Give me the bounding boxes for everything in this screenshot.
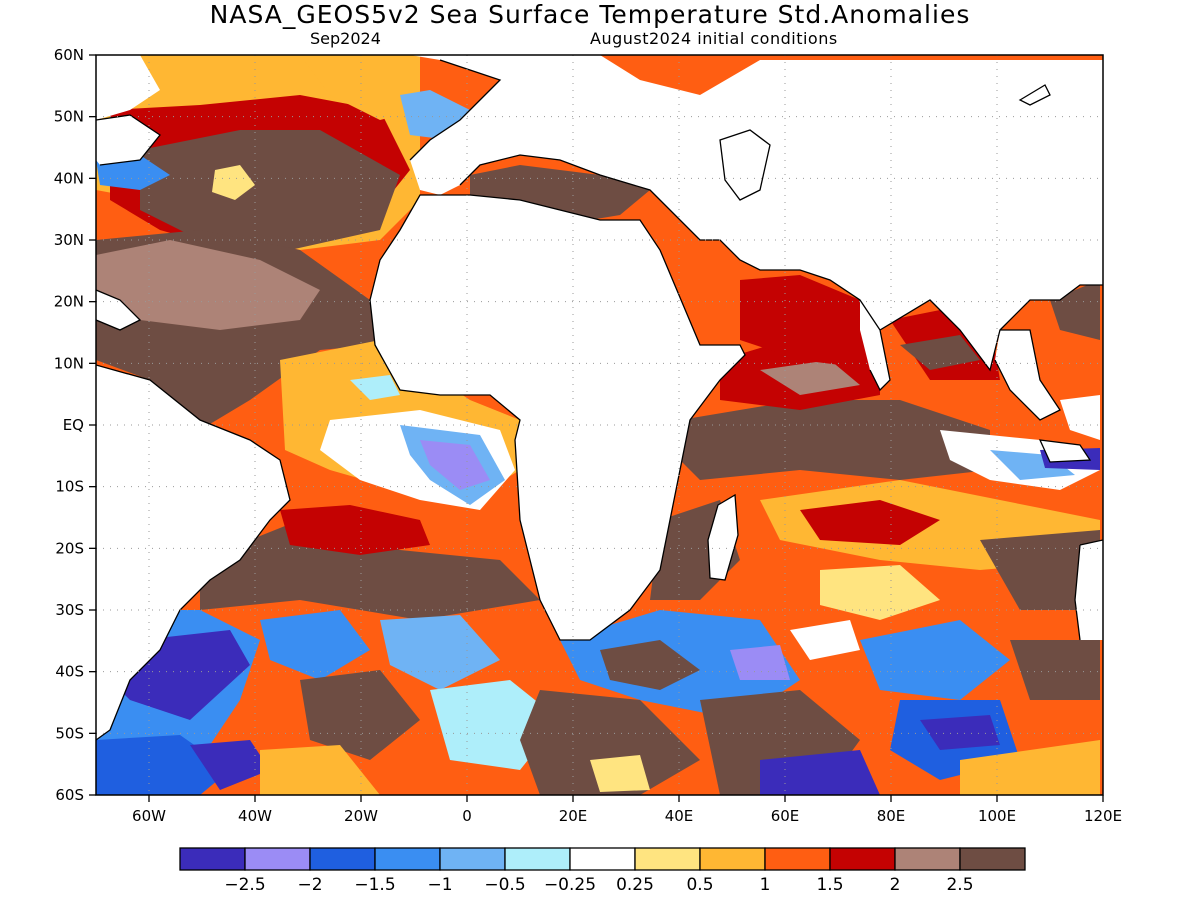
lat-tick-label: 30S — [55, 601, 84, 619]
colorbar-label: 2.5 — [946, 875, 973, 895]
coastlines — [96, 59, 1103, 741]
colorbar-label: 1.5 — [816, 875, 843, 895]
colorbar-swatch — [894, 847, 961, 871]
colorbar-label: −1.5 — [354, 875, 395, 895]
colorbar-swatch — [179, 847, 246, 871]
lat-tick-label: 20N — [54, 293, 84, 311]
lat-tick-label: EQ — [63, 416, 84, 434]
colorbar-swatch — [764, 847, 831, 871]
lon-tick-label: 0 — [462, 807, 472, 825]
grid-lines — [96, 55, 1103, 795]
colorbar-label: −2.5 — [224, 875, 265, 895]
initial-conditions-label: August2024 initial conditions — [590, 29, 838, 48]
lat-tick-label: 50S — [55, 724, 84, 742]
lat-tick-label: 10S — [55, 478, 84, 496]
colorbar-swatch — [244, 847, 311, 871]
lon-tick-label: 40W — [238, 807, 272, 825]
lat-tick-label: 20S — [55, 539, 84, 557]
lon-tick-label: 20E — [559, 807, 588, 825]
colorbar-swatch — [439, 847, 506, 871]
lat-tick-label: 10N — [54, 354, 84, 372]
chart-title: NASA_GEOS5v2 Sea Surface Temperature Std… — [209, 0, 971, 29]
lon-tick-label: 80E — [877, 807, 906, 825]
colorbar-label: −0.5 — [484, 875, 525, 895]
colorbar-swatch — [829, 847, 896, 871]
lon-tick-label: 120E — [1084, 807, 1122, 825]
anomaly-field — [96, 55, 1103, 795]
lon-tick-label: 40E — [665, 807, 694, 825]
colorbar-swatch — [699, 847, 766, 871]
lat-tick-label: 40S — [55, 663, 84, 681]
colorbar-label: 0.5 — [686, 875, 713, 895]
lat-tick-label: 30N — [54, 231, 84, 249]
lon-tick-label: 60W — [132, 807, 166, 825]
lat-tick-label: 50N — [54, 108, 84, 126]
colorbar-swatch — [309, 847, 376, 871]
forecast-month-label: Sep2024 — [310, 29, 381, 48]
colorbar-swatch — [504, 847, 571, 871]
colorbar-label: 0.25 — [616, 875, 654, 895]
lat-tick-label: 60S — [55, 786, 84, 804]
lon-tick-label: 20W — [344, 807, 378, 825]
lon-tick-label: 60E — [771, 807, 800, 825]
colorbar-label: −1 — [427, 875, 452, 895]
colorbar-label: 2 — [890, 875, 901, 895]
colorbar-swatch — [634, 847, 701, 871]
colorbar: −2.5 −2 −1.5 −1 −0.5 −0.25 0.25 0.5 1 1.5 2 2.5 — [179, 847, 1026, 895]
lat-tick-label: 40N — [54, 169, 84, 187]
lat-tick-label: 60N — [54, 46, 84, 64]
colorbar-label: 1 — [760, 875, 771, 895]
colorbar-label: −0.25 — [544, 875, 596, 895]
colorbar-swatch — [374, 847, 441, 871]
colorbar-label: −2 — [297, 875, 322, 895]
axis-ticks: 60N 50N 40N 30N 20N 10N EQ 10S 20S 30S 40S 50S 60S 60… — [54, 46, 1122, 825]
colorbar-swatch — [959, 847, 1026, 871]
lon-tick-label: 100E — [978, 807, 1016, 825]
colorbar-swatch — [569, 847, 636, 871]
